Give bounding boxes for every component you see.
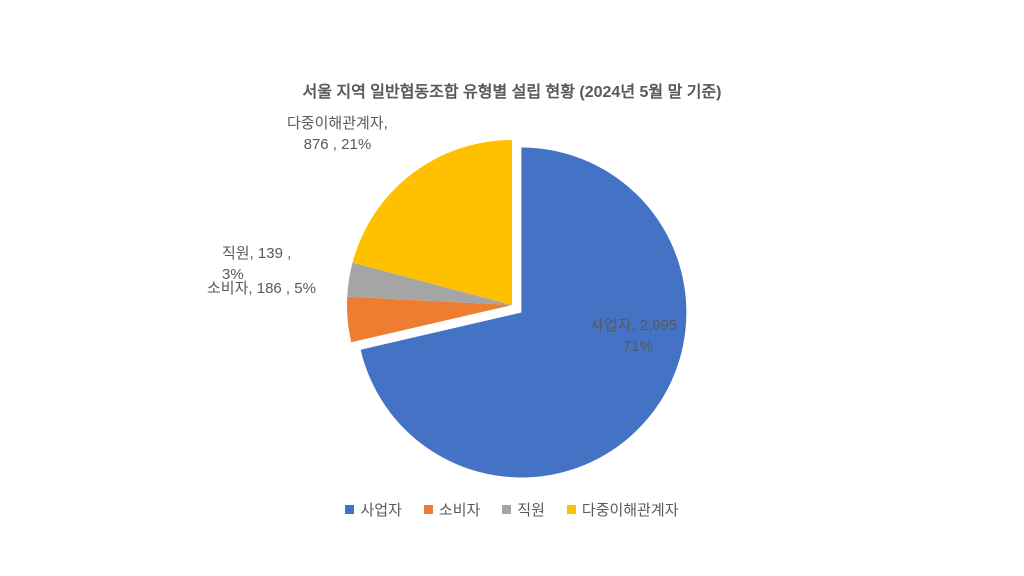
legend-swatch [424,505,433,514]
legend-item-multi: 다중이해관계자 [567,499,679,520]
legend-item-business: 사업자 [345,499,401,520]
slice-label-multi: 다중이해관계자, 876 , 21% [287,113,388,155]
legend-label: 사업자 [360,499,401,520]
legend: 사업자 소비자 직원 다중이해관계자 [0,499,1024,520]
chart-container: 서울 지역 일반협동조합 유형별 설립 현황 (2024년 5월 말 기준) 사… [0,0,1024,576]
legend-item-consumer: 소비자 [424,499,480,520]
legend-swatch [345,505,354,514]
slice-label-line1: 사업자, 2,995 , [590,315,686,336]
legend-item-employee: 직원 [502,499,545,520]
slice-label-line2: 876 , 21% [287,134,388,155]
pie-svg [262,95,762,515]
slice-label-line2: 3% [222,264,291,285]
legend-swatch [567,505,576,514]
slice-label-line2: 71% [590,336,686,357]
slice-label-employee: 직원, 139 , 3% [222,243,291,285]
legend-label: 다중이해관계자 [582,499,679,520]
slice-label-line1: 직원, 139 , [222,243,291,264]
pie-area: 사업자, 2,995 , 71% 소비자, 186 , 5% 직원, 139 ,… [262,115,762,495]
legend-swatch [502,505,511,514]
legend-label: 소비자 [439,499,480,520]
slice-label-business: 사업자, 2,995 , 71% [590,315,686,357]
slice-label-line1: 다중이해관계자, [287,113,388,134]
legend-label: 직원 [517,499,545,520]
